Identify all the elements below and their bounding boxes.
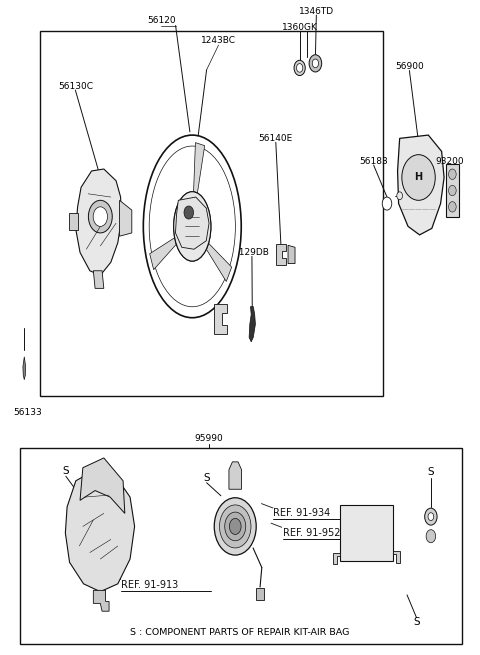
Ellipse shape <box>174 192 211 261</box>
Circle shape <box>93 207 108 227</box>
Circle shape <box>214 498 256 555</box>
Polygon shape <box>214 304 227 334</box>
Polygon shape <box>229 462 241 489</box>
Bar <box>21 448 462 644</box>
Ellipse shape <box>174 192 211 261</box>
Text: 56120: 56120 <box>147 16 176 26</box>
Circle shape <box>397 192 403 200</box>
Text: 93200: 93200 <box>436 157 464 166</box>
Polygon shape <box>93 590 109 611</box>
Text: S : COMPONENT PARTS OF REPAIR KIT-AIR BAG: S : COMPONENT PARTS OF REPAIR KIT-AIR BA… <box>130 628 350 637</box>
Circle shape <box>184 206 193 219</box>
Circle shape <box>88 200 112 233</box>
Circle shape <box>402 155 435 200</box>
Circle shape <box>425 508 437 525</box>
Polygon shape <box>397 135 444 235</box>
Polygon shape <box>69 214 78 230</box>
Polygon shape <box>23 357 26 380</box>
Text: 1346TD: 1346TD <box>299 7 334 16</box>
Text: S: S <box>413 617 420 627</box>
Circle shape <box>428 513 434 521</box>
Text: 56133: 56133 <box>13 408 42 417</box>
Circle shape <box>382 197 392 210</box>
Text: 56183: 56183 <box>359 157 388 166</box>
Text: 56900: 56900 <box>395 62 424 71</box>
Polygon shape <box>276 244 286 265</box>
Text: 56140E: 56140E <box>259 134 293 143</box>
Circle shape <box>312 59 319 67</box>
Circle shape <box>309 55 322 72</box>
Circle shape <box>219 505 251 548</box>
Polygon shape <box>206 243 232 282</box>
Text: 95990: 95990 <box>194 434 223 443</box>
Polygon shape <box>288 246 295 263</box>
Circle shape <box>229 518 241 534</box>
Text: 1129DB: 1129DB <box>234 248 270 257</box>
Circle shape <box>448 169 456 179</box>
Text: —————: ————— <box>402 206 437 212</box>
Bar <box>39 31 383 396</box>
Circle shape <box>448 202 456 212</box>
Polygon shape <box>249 307 255 342</box>
Polygon shape <box>65 471 134 591</box>
Bar <box>446 164 459 217</box>
Text: S: S <box>62 466 69 476</box>
Text: REF. 91-913: REF. 91-913 <box>120 580 178 590</box>
Polygon shape <box>120 200 132 236</box>
Text: H: H <box>415 172 422 183</box>
Text: 1243BC: 1243BC <box>201 36 236 45</box>
Circle shape <box>426 530 436 543</box>
Text: 56136R: 56136R <box>201 235 236 244</box>
Polygon shape <box>93 271 104 288</box>
Text: 56130C: 56130C <box>58 82 93 90</box>
Polygon shape <box>76 169 121 275</box>
Polygon shape <box>176 197 209 250</box>
Text: S: S <box>204 472 210 483</box>
Circle shape <box>294 60 305 75</box>
Circle shape <box>297 64 303 72</box>
Circle shape <box>225 512 246 541</box>
Polygon shape <box>80 458 125 514</box>
Polygon shape <box>333 553 340 564</box>
Ellipse shape <box>144 135 241 318</box>
Polygon shape <box>193 143 204 193</box>
Polygon shape <box>393 552 400 563</box>
Text: REF. 91-934: REF. 91-934 <box>274 508 331 518</box>
Circle shape <box>448 185 456 196</box>
Polygon shape <box>150 238 176 270</box>
Text: REF. 91-952: REF. 91-952 <box>283 528 340 538</box>
Polygon shape <box>256 588 264 600</box>
Text: 1360GK: 1360GK <box>282 23 318 32</box>
Bar <box>340 505 393 561</box>
Text: S: S <box>428 467 434 477</box>
